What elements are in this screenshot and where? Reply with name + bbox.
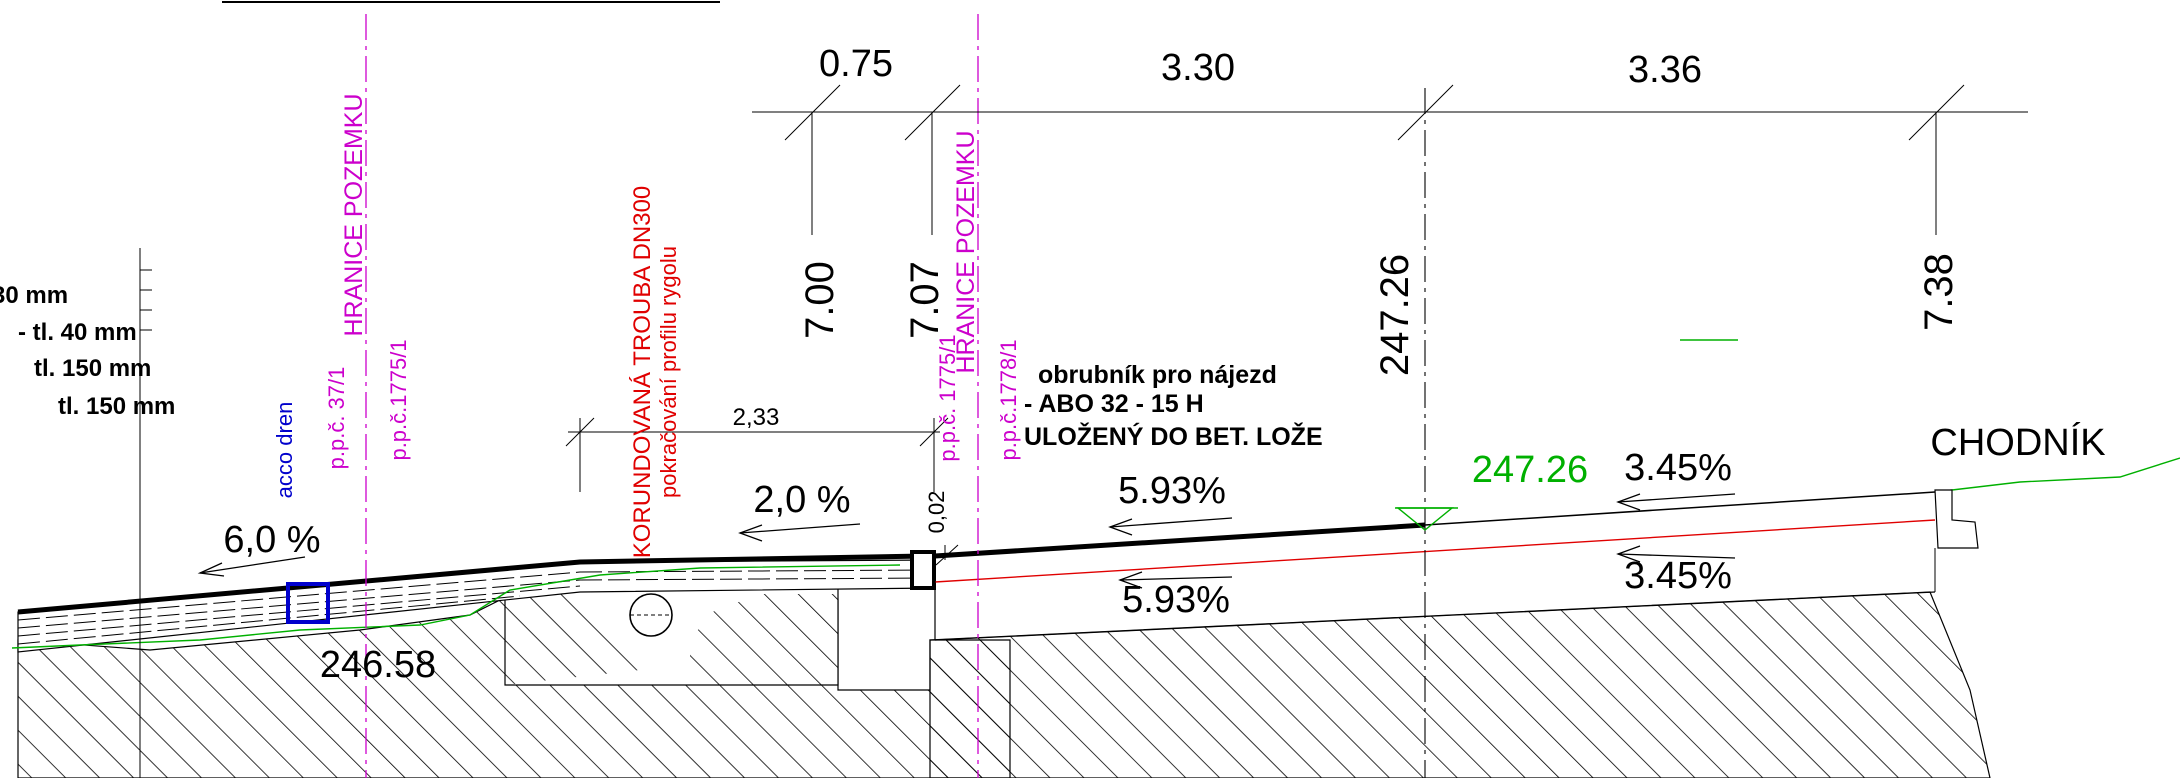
- slope-2-0: 2,0 %: [753, 479, 850, 521]
- layer-label-4: tl. 150 mm: [58, 393, 175, 420]
- height-247-26: 247.26: [1373, 254, 1417, 376]
- road-surface-right: [934, 522, 1426, 559]
- curb-line-2: - ABO 32 - 15 H: [1024, 390, 1204, 418]
- curb-box: [910, 550, 936, 590]
- hranice-pozemku-right: HRANICE POZEMKU: [952, 130, 980, 373]
- slope-5-93-top: 5.93%: [1118, 470, 1226, 512]
- curb-line-3: ULOŽENÝ DO BET. LOŽE: [1024, 421, 1323, 451]
- slope-arrows: [197, 493, 1736, 589]
- dim-0-75-label: 0.75: [819, 43, 893, 85]
- dim-3-36-label: 3.36: [1628, 49, 1702, 91]
- trench-hatch-right: [690, 594, 838, 685]
- layer-label-3: tl. 150 mm: [34, 355, 151, 382]
- height-7-07: 7.07: [903, 261, 947, 339]
- curb-line-1: obrubník pro nájezd: [1038, 361, 1277, 389]
- green-level-label: 247.26: [1472, 449, 1588, 491]
- dim-2-33-label: 2,33: [733, 404, 780, 431]
- slope-6-0: 6,0 %: [223, 519, 320, 561]
- dim-3-30-label: 3.30: [1161, 47, 1235, 89]
- chodnik-label: CHODNÍK: [1930, 421, 2105, 464]
- acco-dren-label: acco dren: [272, 402, 297, 499]
- bottom-level-label: 246.58: [320, 644, 436, 686]
- layer-label-2: - tl. 40 mm: [18, 319, 137, 346]
- slope-5-93-bottom: 5.93%: [1122, 579, 1230, 621]
- trench-hatch-left: [505, 590, 640, 685]
- slope-3-45-top: 3.45%: [1624, 447, 1732, 489]
- parcel-1778-1: p.p.č.1778/1: [996, 339, 1021, 460]
- slope-3-45-bottom: 3.45%: [1624, 555, 1732, 597]
- height-7-38: 7.38: [1917, 253, 1961, 331]
- parcel-1775-1-left: p.p.č.1775/1: [386, 339, 411, 460]
- parcel-1775-1-right: p.p.č. 1775/1: [935, 334, 960, 461]
- dim-0-02-label: 0,02: [924, 491, 949, 534]
- pipe-label: KORUNDOVANÁ TROUBA DN300: [629, 186, 656, 559]
- subgrade-hatch-right: [929, 591, 1991, 778]
- height-7-00: 7.00: [798, 261, 842, 339]
- acco-drain-box: [286, 582, 330, 624]
- parcel-37-1: p.p.č. 37/1: [324, 367, 349, 470]
- hranice-pozemku-left: HRANICE POZEMKU: [340, 93, 368, 336]
- right-surface-thin: [1424, 491, 1936, 526]
- layer-label-1: 30 mm: [0, 282, 68, 309]
- red-layer-line: [934, 519, 1936, 583]
- sidewalk-curb: [1934, 489, 1979, 549]
- base-layer-line: [934, 591, 1936, 641]
- pipe-note: pokračování profilu rygolu: [656, 246, 681, 498]
- road-surface-left: [17, 553, 926, 615]
- existing-terrain-right: [1934, 457, 2180, 493]
